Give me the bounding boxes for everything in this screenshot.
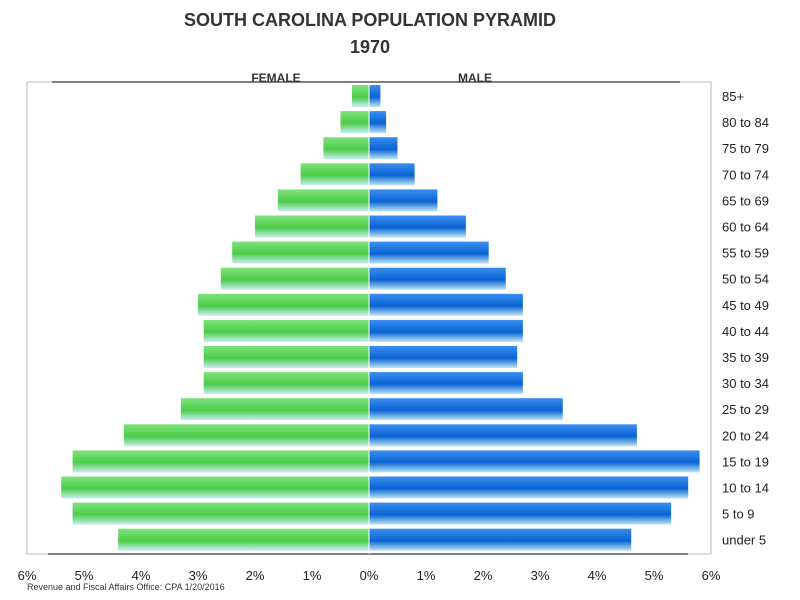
- bar-male-45-to-49: [369, 293, 523, 316]
- category-label-50-to-54: 50 to 54: [722, 272, 769, 287]
- bar-female-10-to-14: [61, 476, 369, 499]
- chart-subtitle: 1970: [350, 37, 390, 57]
- bar-female-45-to-49: [198, 293, 369, 316]
- category-label-65-to-69: 65 to 69: [722, 193, 769, 208]
- chart-title: SOUTH CAROLINA POPULATION PYRAMID: [184, 10, 556, 30]
- category-label-60-to-64: 60 to 64: [722, 220, 769, 235]
- category-label-75-to-79: 75 to 79: [722, 141, 769, 156]
- x-tick-label: 2%: [474, 568, 493, 583]
- bar-male-50-to-54: [369, 267, 506, 290]
- x-tick-label: 3%: [531, 568, 550, 583]
- bar-male-5-to-9: [369, 502, 672, 525]
- bar-female-50-to-54: [220, 267, 369, 290]
- bar-female-30-to-34: [203, 372, 369, 395]
- category-label-70-to-74: 70 to 74: [722, 167, 769, 182]
- bar-male-30-to-34: [369, 372, 523, 395]
- x-tick-label: 4%: [588, 568, 607, 583]
- bar-female-20-to-24: [123, 424, 370, 447]
- bar-female-75-to-79: [323, 137, 369, 160]
- x-tick-label: 5%: [645, 568, 664, 583]
- bar-female-25-to-29: [180, 398, 369, 421]
- category-label-85: 85+: [722, 89, 744, 104]
- category-label-15-to-19: 15 to 19: [722, 454, 769, 469]
- x-tick-label: 2%: [246, 568, 265, 583]
- bar-female-35-to-39: [203, 346, 369, 368]
- category-label-25-to-29: 25 to 29: [722, 402, 769, 417]
- bar-female-55-to-59: [232, 241, 369, 264]
- category-label-55-to-59: 55 to 59: [722, 246, 769, 261]
- x-tick-label: 5%: [75, 568, 94, 583]
- bar-male-35-to-39: [369, 346, 518, 368]
- bar-male-65-to-69: [369, 189, 438, 212]
- category-label-20-to-24: 20 to 24: [722, 428, 769, 443]
- x-tick-label: 6%: [702, 568, 721, 583]
- bar-male-10-to-14: [369, 476, 689, 499]
- bar-male-55-to-59: [369, 241, 489, 264]
- x-tick-label: 3%: [189, 568, 208, 583]
- category-label-10-to-14: 10 to 14: [722, 481, 769, 496]
- male-series-label: MALE: [458, 71, 492, 85]
- bar-female-80-to-84: [340, 111, 369, 134]
- bar-female-15-to-19: [72, 450, 369, 473]
- category-label-80-to-84: 80 to 84: [722, 115, 769, 130]
- x-tick-label: 4%: [132, 568, 151, 583]
- bar-female-under-5: [118, 528, 369, 551]
- bar-female-5-to-9: [72, 502, 369, 525]
- bar-male-under-5: [369, 528, 632, 551]
- category-labels: 85+ 80 to 84 75 to 79 70 to 74 65 to 69 60 to…: [722, 89, 769, 548]
- female-series-label: FEMALE: [251, 71, 300, 85]
- category-label-5-to-9: 5 to 9: [722, 507, 755, 522]
- bar-male-40-to-44: [369, 319, 523, 342]
- bar-male-15-to-19: [369, 450, 700, 473]
- category-label-30-to-34: 30 to 34: [722, 376, 769, 391]
- bar-female-40-to-44: [203, 319, 369, 342]
- bar-male-70-to-74: [369, 163, 415, 186]
- x-axis-ticks: 6% 5% 4% 3% 2% 1% 0% 1% 2% 3% 4% 5% 6%: [18, 568, 721, 583]
- bar-male-25-to-29: [369, 398, 563, 421]
- bar-male-80-to-84: [369, 111, 387, 134]
- bar-female-65-to-69: [277, 189, 369, 212]
- bars-group: [61, 85, 700, 551]
- footer-source: Revenue and Fiscal Affairs Office: CPA 1…: [27, 582, 225, 592]
- x-tick-label: 1%: [303, 568, 322, 583]
- x-tick-label: 1%: [417, 568, 436, 583]
- category-label-under-5: under 5: [722, 533, 766, 548]
- x-tick-label: 0%: [360, 568, 379, 583]
- bar-female-85: [351, 85, 369, 107]
- bar-male-75-to-79: [369, 137, 398, 160]
- bar-female-60-to-64: [255, 215, 369, 238]
- category-label-45-to-49: 45 to 49: [722, 298, 769, 313]
- bar-male-20-to-24: [369, 424, 637, 447]
- category-label-35-to-39: 35 to 39: [722, 350, 769, 365]
- x-tick-label: 6%: [18, 568, 37, 583]
- bar-male-85: [369, 85, 381, 107]
- category-label-40-to-44: 40 to 44: [722, 324, 769, 339]
- bar-female-70-to-74: [300, 163, 369, 186]
- bar-male-60-to-64: [369, 215, 466, 238]
